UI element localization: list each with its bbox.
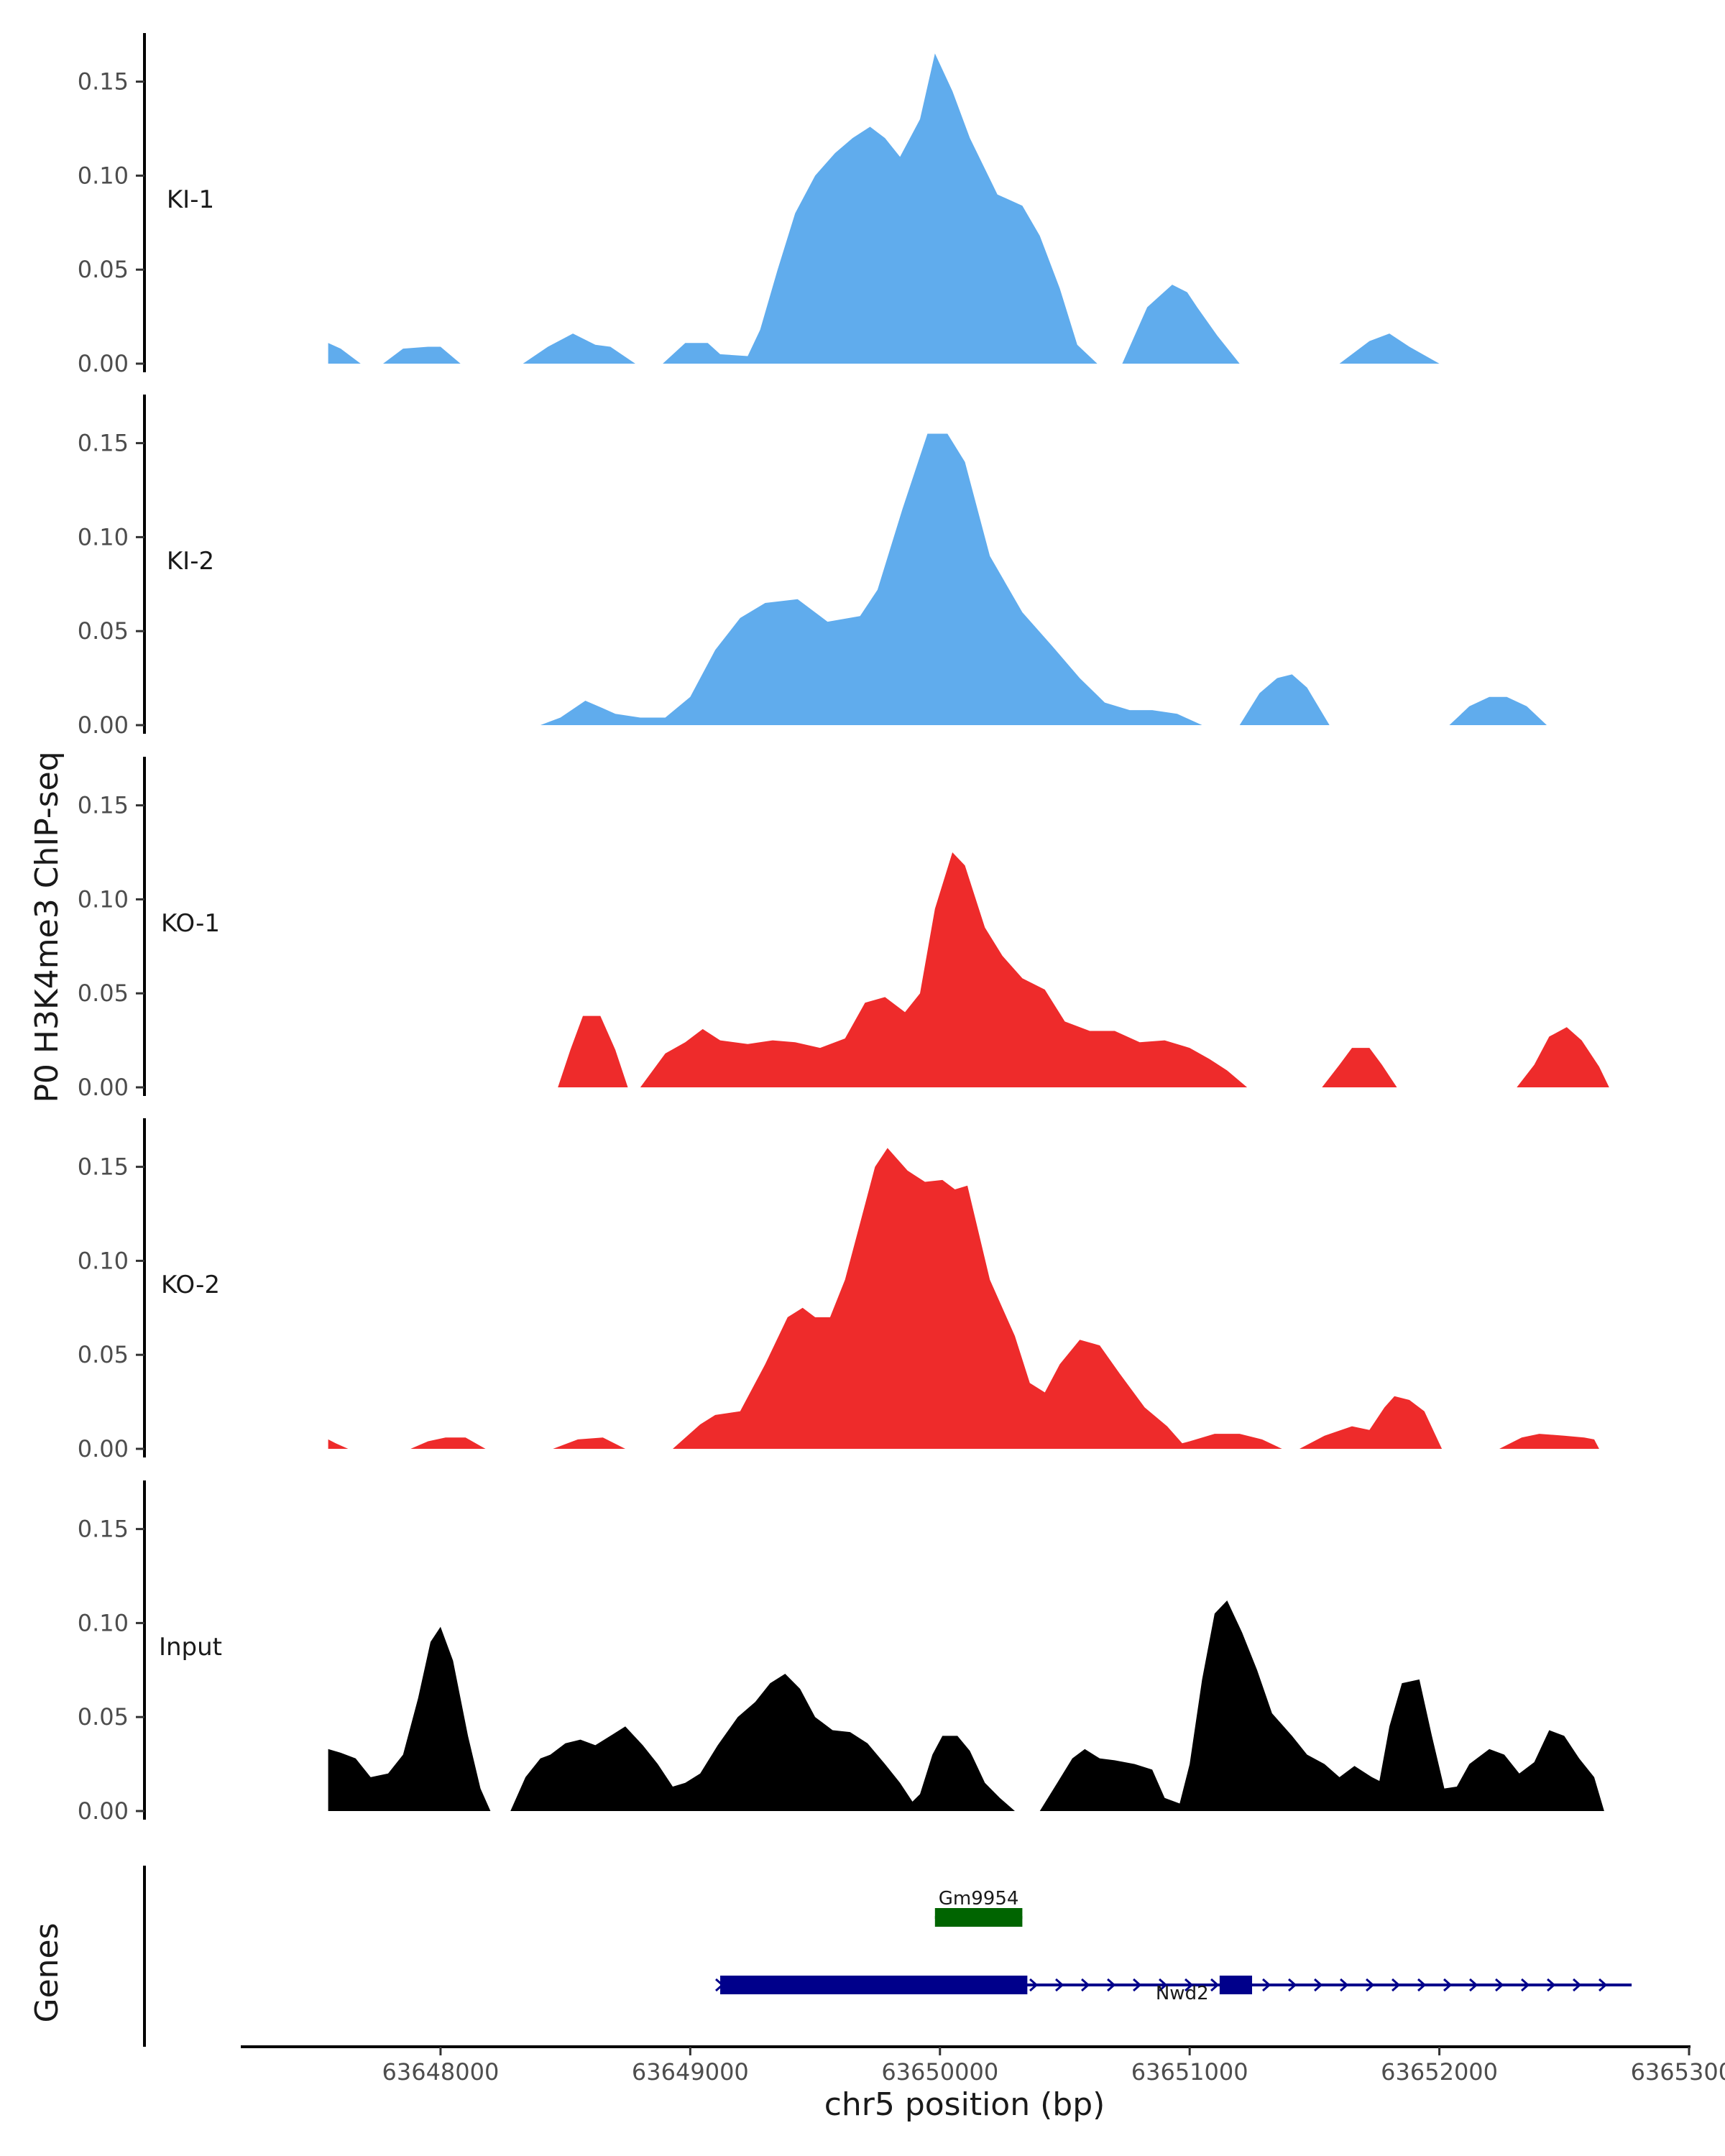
coverage-area bbox=[640, 852, 1248, 1087]
strand-arrow bbox=[1417, 1978, 1427, 1992]
y-tick-label: 0.00 bbox=[78, 1074, 129, 1101]
coverage-area bbox=[410, 1437, 486, 1449]
strand-arrow bbox=[1107, 1978, 1116, 1992]
y-tick-label: 0.15 bbox=[78, 430, 129, 457]
strand-arrow bbox=[1521, 1978, 1530, 1992]
strand-arrow bbox=[1029, 1978, 1039, 1992]
x-tick-label: 63651000 bbox=[1131, 2058, 1248, 2086]
strand-arrow bbox=[1392, 1978, 1401, 1992]
track-ko-2: 0.00 0.05 0.10 0.15 KO-2 bbox=[78, 1118, 1599, 1462]
track-ki-2: 0.00 0.05 0.10 0.15 KI-2 bbox=[78, 395, 1547, 739]
track-label: KI-1 bbox=[167, 185, 214, 214]
y-tick-label: 0.05 bbox=[78, 1703, 129, 1731]
coverage-area bbox=[1122, 285, 1240, 364]
coverage-area bbox=[558, 1015, 628, 1087]
strand-arrow bbox=[1443, 1978, 1453, 1992]
track-ki-1: 0.00 0.05 0.10 0.15 KI-1 bbox=[78, 33, 1440, 377]
strand-arrow bbox=[1340, 1978, 1349, 1992]
coverage-area bbox=[1449, 696, 1547, 725]
y-tick-label: 0.00 bbox=[78, 350, 129, 377]
track-input: 0.00 0.05 0.10 0.15 Input bbox=[78, 1480, 1604, 1825]
y-tick-label: 0.05 bbox=[78, 1341, 129, 1368]
strand-arrow bbox=[715, 1978, 724, 1992]
y-tick-label: 0.15 bbox=[78, 1153, 129, 1181]
x-axis-title: chr5 position (bp) bbox=[824, 2086, 1105, 2123]
y-tick-label: 0.10 bbox=[78, 523, 129, 550]
y-axis-title: P0 H3K4me3 ChIP-seq bbox=[29, 751, 65, 1102]
strand-arrow bbox=[1366, 1978, 1375, 1992]
x-tick-label: 63649000 bbox=[632, 2058, 749, 2086]
x-tick-label: 63648000 bbox=[382, 2058, 499, 2086]
y-tick-label: 0.10 bbox=[78, 1609, 129, 1636]
track-label: KI-2 bbox=[167, 547, 214, 576]
strand-arrow bbox=[1262, 1978, 1271, 1992]
strand-arrow bbox=[1469, 1978, 1478, 1992]
track-label: KO-2 bbox=[161, 1271, 220, 1299]
coverage-area bbox=[328, 1439, 349, 1449]
genes-panel-title: Genes bbox=[29, 1922, 65, 2022]
gene-exon bbox=[1219, 1976, 1253, 1994]
y-tick-label: 0.05 bbox=[78, 256, 129, 283]
strand-arrow bbox=[1133, 1978, 1142, 1992]
track-label: KO-1 bbox=[161, 909, 220, 938]
strand-arrow bbox=[1184, 1978, 1194, 1992]
y-tick-label: 0.15 bbox=[78, 68, 129, 96]
gene-annotation-panel: Gm9954 Nwd2 bbox=[143, 1866, 1632, 2047]
y-tick-label: 0.00 bbox=[78, 1435, 129, 1462]
coverage-area bbox=[1039, 1600, 1604, 1811]
coverage-area bbox=[1517, 1027, 1609, 1087]
strand-arrow bbox=[1314, 1978, 1323, 1992]
strand-arrow bbox=[1159, 1978, 1168, 1992]
coverage-area bbox=[383, 346, 461, 364]
y-tick-label: 0.15 bbox=[78, 792, 129, 819]
coverage-area bbox=[1499, 1434, 1599, 1449]
y-tick-label: 0.10 bbox=[78, 162, 129, 189]
gene-nwd2: Nwd2 bbox=[715, 1976, 1632, 2004]
coverage-area bbox=[553, 1437, 625, 1449]
gene-exon bbox=[720, 1976, 1028, 1994]
y-tick-label: 0.00 bbox=[78, 711, 129, 739]
y-tick-label: 0.15 bbox=[78, 1516, 129, 1543]
coverage-area bbox=[663, 53, 1098, 364]
strand-arrow bbox=[1547, 1978, 1556, 1992]
y-tick-label: 0.10 bbox=[78, 885, 129, 913]
coverage-area bbox=[673, 1148, 1282, 1449]
coverage-area bbox=[1300, 1396, 1443, 1449]
track-label: Input bbox=[159, 1633, 222, 1662]
strand-arrow bbox=[1598, 1978, 1608, 1992]
coverage-area bbox=[1322, 1048, 1397, 1087]
coverage-area bbox=[523, 333, 635, 364]
coverage-area bbox=[328, 343, 361, 364]
strand-arrow bbox=[1495, 1978, 1504, 1992]
y-tick-label: 0.00 bbox=[78, 1797, 129, 1825]
coverage-area bbox=[540, 433, 1202, 725]
gene-exon bbox=[934, 1908, 1023, 1927]
gene-label: Nwd2 bbox=[1156, 1983, 1209, 2004]
strand-arrow bbox=[1055, 1978, 1064, 1992]
coverage-area bbox=[1239, 674, 1330, 725]
strand-arrow bbox=[1573, 1978, 1582, 1992]
y-tick-label: 0.10 bbox=[78, 1247, 129, 1274]
y-tick-label: 0.05 bbox=[78, 980, 129, 1007]
x-tick-label: 63652000 bbox=[1381, 2058, 1498, 2086]
coverage-area bbox=[328, 1626, 491, 1811]
strand-arrow bbox=[1081, 1978, 1090, 1992]
x-axis: 63648000 63649000 63650000 63651000 63652000… bbox=[241, 2045, 1725, 2086]
coverage-area bbox=[510, 1674, 1015, 1811]
x-tick-label: 63653000 bbox=[1631, 2058, 1725, 2086]
x-tick-label: 63650000 bbox=[881, 2058, 998, 2086]
gene-label: Gm9954 bbox=[939, 1888, 1019, 1909]
y-tick-label: 0.05 bbox=[78, 617, 129, 645]
coverage-tracks: 0.00 0.05 0.10 0.15 KI-1 0.00 0.05 0.10 0.15 KI-2… bbox=[78, 33, 1609, 1825]
strand-arrow bbox=[1210, 1978, 1220, 1992]
strand-arrow bbox=[1288, 1978, 1297, 1992]
track-ko-1: 0.00 0.05 0.10 0.15 KO-1 bbox=[78, 757, 1609, 1101]
coverage-area bbox=[1339, 333, 1440, 364]
gene-gm9954: Gm9954 bbox=[934, 1888, 1023, 1927]
